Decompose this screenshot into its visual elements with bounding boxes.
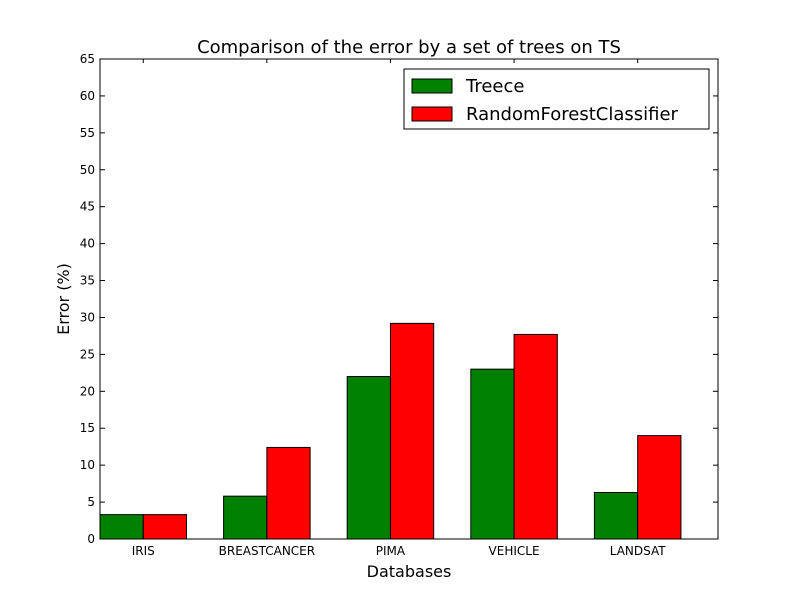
ticks-layer: IRIS BREASTCANCER PIMA VEHICLE LANDSAT 0 5 10 15… [80,52,718,558]
y-tick-label: 30 [80,310,95,324]
chart-title: Comparison of the error by a set of tree… [197,37,621,58]
y-tick-label: 20 [80,384,95,398]
y-tick-label: 10 [80,458,95,472]
x-tick-label: VEHICLE [489,544,540,558]
legend-swatch-randomforestclassifier [411,106,453,122]
legend-label-randomforestclassifier: RandomForestClassifier [466,104,679,125]
legend: Treece RandomForestClassifier [403,68,710,130]
y-tick-label: 40 [80,237,95,251]
bar-randomforestclassifier-landsat [637,435,682,540]
plot-frame [99,58,719,540]
bar-treece-pima [346,376,391,540]
legend-label-treece: Treece [465,76,524,97]
y-tick-label: 50 [80,163,95,177]
x-tick-label: LANDSAT [610,544,667,558]
bar-randomforestclassifier-breastcancer [266,446,311,540]
x-tick-label: IRIS [132,544,155,558]
legend-swatch-treece [411,78,453,94]
bars-layer [99,322,682,540]
bar-treece-vehicle [470,368,515,540]
y-tick-label: 55 [80,126,95,140]
y-tick-label: 45 [80,200,95,214]
bar-randomforestclassifier-pima [389,322,435,540]
x-axis-label: Databases [367,562,452,581]
legend-box [403,68,710,130]
x-tick-label: BREASTCANCER [219,544,315,558]
bar-treece-iris [99,514,144,540]
y-tick-label: 5 [87,495,95,509]
y-tick-label: 25 [80,347,95,361]
bar-treece-breastcancer [223,495,268,540]
y-tick-label: 60 [80,89,95,103]
y-tick-label: 35 [80,274,95,288]
x-tick-label: PIMA [376,544,406,558]
y-tick-label: 15 [80,421,95,435]
y-axis-label: Error (%) [54,263,73,335]
bar-randomforestclassifier-vehicle [513,333,558,540]
y-tick-label: 0 [87,532,95,546]
bar-randomforestclassifier-iris [142,514,188,540]
y-tick-label: 65 [80,52,95,66]
bar-treece-landsat [593,491,639,540]
